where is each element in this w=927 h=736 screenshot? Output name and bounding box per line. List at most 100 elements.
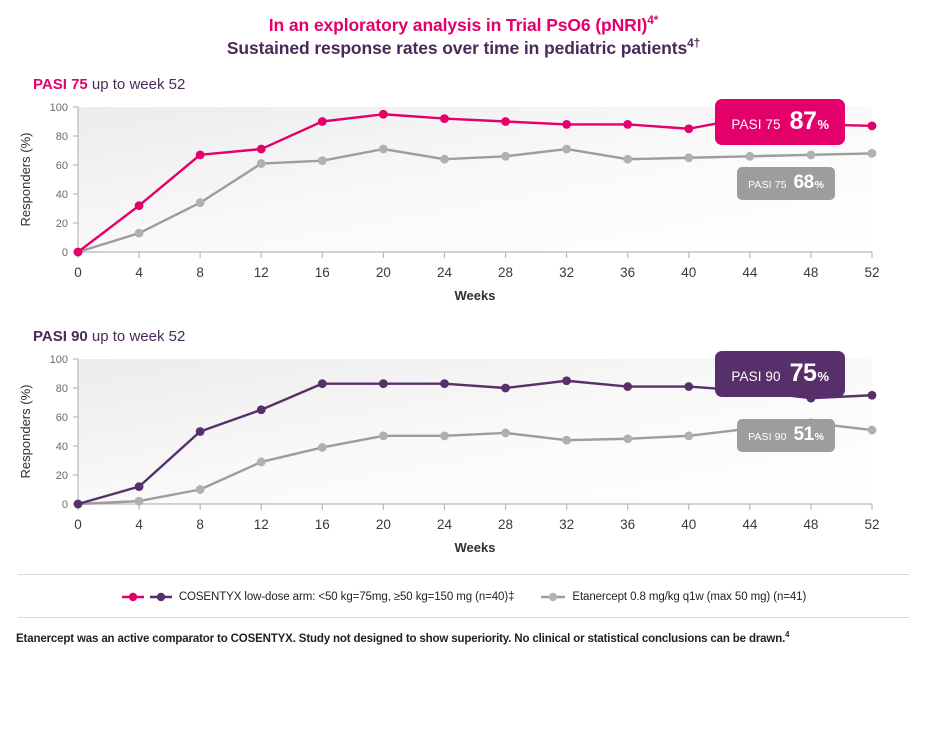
footnote-divider bbox=[18, 617, 909, 618]
data-point bbox=[73, 247, 83, 257]
x-axis-tick-label: 24 bbox=[437, 517, 453, 532]
y-axis-title: Responders (%) bbox=[18, 133, 33, 227]
data-point bbox=[867, 121, 877, 131]
data-point bbox=[378, 379, 388, 389]
badge-pasi90-etanercept-value: 51 bbox=[793, 424, 815, 445]
panel-title-pasi90: PASI 90 up to week 52 bbox=[33, 328, 927, 345]
legend-divider bbox=[18, 574, 909, 575]
badge-pasi90-cosentyx-label: PASI 90 bbox=[731, 369, 781, 384]
title-line-1: In an exploratory analysis in Trial PsO6… bbox=[0, 14, 927, 37]
data-point bbox=[806, 150, 816, 160]
x-axis-tick-label: 32 bbox=[559, 265, 574, 280]
footnote-superscript: 4 bbox=[785, 630, 790, 640]
x-axis-tick-label: 12 bbox=[254, 517, 269, 532]
x-axis-tick-label: 52 bbox=[864, 265, 879, 280]
data-point bbox=[195, 427, 205, 436]
panel-title-pasi75-bold: PASI 75 bbox=[33, 76, 88, 93]
data-point bbox=[195, 485, 205, 494]
data-point bbox=[623, 382, 633, 391]
data-point bbox=[195, 150, 205, 160]
title-line-2: Sustained response rates over time in pe… bbox=[0, 37, 927, 60]
data-point bbox=[73, 499, 83, 509]
data-point bbox=[134, 201, 144, 210]
x-axis-tick-label: 52 bbox=[864, 517, 879, 532]
footnote: Etanercept was an active comparator to C… bbox=[16, 630, 911, 645]
x-axis-tick-label: 40 bbox=[681, 517, 696, 532]
y-axis-tick-label: 80 bbox=[56, 131, 68, 143]
data-point bbox=[378, 144, 388, 154]
x-axis-tick-label: 48 bbox=[803, 265, 818, 280]
badge-pasi75-etanercept-unit: % bbox=[814, 179, 824, 191]
legend-item-etanercept: Etanercept 0.8 mg/kg q1w (max 50 mg) (n=… bbox=[540, 591, 806, 603]
x-axis-tick-label: 4 bbox=[135, 517, 143, 532]
data-point bbox=[378, 109, 388, 119]
badge-pasi90-cosentyx: PASI 90 75 % bbox=[715, 351, 845, 397]
data-point bbox=[440, 431, 449, 441]
data-point bbox=[623, 434, 633, 444]
y-axis-tick-label: 0 bbox=[62, 499, 68, 511]
x-axis-tick-label: 4 bbox=[135, 265, 143, 280]
data-point bbox=[440, 379, 449, 389]
y-axis-tick-label: 60 bbox=[56, 160, 68, 172]
badge-pasi75-cosentyx-unit: % bbox=[817, 117, 829, 132]
data-point bbox=[684, 431, 694, 441]
data-point bbox=[867, 425, 877, 435]
y-axis-tick-label: 100 bbox=[50, 354, 68, 366]
y-axis-title: Responders (%) bbox=[18, 385, 33, 479]
x-axis-tick-label: 28 bbox=[498, 517, 513, 532]
legend-marker-gray-icon bbox=[541, 592, 566, 602]
y-axis-tick-label: 60 bbox=[56, 412, 68, 424]
x-axis-tick-label: 0 bbox=[74, 265, 82, 280]
data-point bbox=[317, 443, 327, 452]
data-point bbox=[134, 496, 144, 506]
data-point bbox=[562, 120, 572, 129]
y-axis-tick-label: 20 bbox=[56, 218, 68, 230]
data-point bbox=[562, 144, 572, 154]
chart-legend: COSENTYX low-dose arm: <50 kg=75mg, ≥50 … bbox=[0, 591, 927, 603]
x-axis-tick-label: 0 bbox=[74, 517, 82, 532]
y-axis-tick-label: 40 bbox=[56, 189, 68, 201]
title-line-2-superscript: 4† bbox=[687, 36, 701, 51]
x-axis-title: Weeks bbox=[455, 540, 496, 555]
data-point bbox=[623, 154, 633, 164]
y-axis-tick-label: 80 bbox=[56, 383, 68, 395]
x-axis-tick-label: 36 bbox=[620, 517, 635, 532]
title-line-1-text: In an exploratory analysis in Trial PsO6… bbox=[268, 15, 648, 35]
data-point bbox=[256, 457, 266, 467]
data-point bbox=[867, 149, 877, 158]
x-axis-tick-label: 40 bbox=[681, 265, 696, 280]
x-axis-tick-label: 44 bbox=[742, 517, 758, 532]
data-point bbox=[867, 390, 877, 400]
data-point bbox=[501, 117, 510, 126]
badge-pasi75-cosentyx-label: PASI 75 bbox=[731, 117, 781, 132]
data-point bbox=[501, 428, 510, 438]
x-axis-tick-label: 44 bbox=[742, 265, 758, 280]
x-axis-tick-label: 28 bbox=[498, 265, 513, 280]
panel-title-pasi90-rest: up to week 52 bbox=[87, 328, 186, 345]
x-axis-tick-label: 16 bbox=[315, 265, 330, 280]
data-point bbox=[378, 431, 388, 441]
x-axis-tick-label: 8 bbox=[196, 517, 204, 532]
data-point bbox=[134, 482, 144, 491]
x-axis-tick-label: 32 bbox=[559, 517, 574, 532]
data-point bbox=[562, 376, 572, 386]
badge-pasi90-cosentyx-value: 75 bbox=[789, 359, 817, 387]
badge-pasi75-etanercept-label: PASI 75 bbox=[748, 179, 787, 191]
data-point bbox=[256, 144, 266, 154]
data-point bbox=[317, 117, 327, 126]
series-line bbox=[76, 147, 874, 254]
panel-title-pasi90-bold: PASI 90 bbox=[33, 328, 88, 345]
data-point bbox=[745, 151, 755, 161]
badge-pasi75-cosentyx-value: 87 bbox=[789, 107, 817, 135]
data-point bbox=[256, 405, 266, 415]
legend-label-etanercept: Etanercept 0.8 mg/kg q1w (max 50 mg) (n=… bbox=[572, 591, 807, 603]
data-point bbox=[684, 382, 694, 391]
badge-pasi75-cosentyx: PASI 75 87 % bbox=[715, 99, 845, 145]
plot-area-pasi90: 0 20 40 60 80 100 0 4 8 12 16 20 24 28 32 36 40 44 48 52 Wee… bbox=[12, 349, 892, 564]
x-axis-tick-label: 48 bbox=[803, 517, 818, 532]
data-point bbox=[501, 383, 510, 393]
title-line-2-text: Sustained response rates over time in pe… bbox=[226, 38, 688, 58]
y-axis-tick-label: 20 bbox=[56, 470, 68, 482]
badge-pasi90-etanercept-unit: % bbox=[814, 431, 824, 443]
x-axis-tick-label: 8 bbox=[196, 265, 204, 280]
